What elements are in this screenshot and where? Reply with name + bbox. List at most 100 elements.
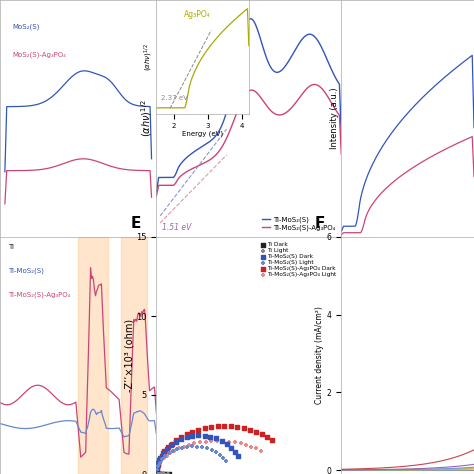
Legend: Ti Dark, Ti Light, Ti-MoS₂(S) Dark, Ti-MoS₂(S) Light, Ti-MoS₂(S)-Ag₃PO₄ Dark, Ti: Ti Dark, Ti Light, Ti-MoS₂(S) Dark, Ti-M… bbox=[258, 240, 338, 280]
Ti-MoS₂(S)-Ag₃PO₄ Light bbox=[180, 443, 187, 450]
Ti-MoS₂(S) Light bbox=[153, 470, 160, 474]
Ti-MoS₂(S)-Ag₃PO₄ Dark bbox=[252, 428, 260, 436]
Bar bbox=[121, 237, 146, 474]
Ti-MoS₂(S)-Ag₃PO₄ Dark bbox=[173, 437, 180, 444]
Ti-MoS₂(S)-Ag₃PO₄ Dark bbox=[268, 437, 276, 444]
Ti-MoS₂(S) Dark bbox=[167, 441, 174, 449]
Ti-MoS₂(S)-Ag₃PO₄ Dark bbox=[155, 456, 163, 464]
Ti-MoS₂(S) Dark bbox=[156, 455, 164, 462]
Ti-MoS₂(S) Dark bbox=[155, 459, 162, 467]
Ti-MoS₂(S)-Ag₃PO₄ bbox=[243, 91, 248, 97]
Ti-MoS₂(S)-Ag₃PO₄ bbox=[338, 151, 344, 157]
Ti-MoS₂(S)-Ag₃PO₄ Dark bbox=[164, 444, 172, 451]
Ti-MoS₂(S)-Ag₃PO₄ Dark bbox=[258, 430, 265, 438]
Ti Light bbox=[155, 470, 163, 474]
Ti-MoS₂(S) Light bbox=[183, 443, 191, 450]
Ti-MoS₂(S)-Ag₃PO₄ Light bbox=[231, 438, 239, 446]
Ti-MoS₂(S)-Ag₃PO₄ Light bbox=[257, 447, 264, 455]
Y-axis label: $(\alpha h\nu)^{1/2}$: $(\alpha h\nu)^{1/2}$ bbox=[139, 100, 154, 137]
Ti-MoS₂(S)-Ag₃PO₄ Light bbox=[185, 441, 192, 449]
Ti-MoS₂(S)-Ag₃PO₄ bbox=[312, 82, 318, 87]
Ti-MoS₂(S)-Ag₃PO₄ Dark bbox=[207, 423, 215, 431]
Ti Dark bbox=[157, 470, 164, 474]
Ti-MoS₂(S) Light bbox=[212, 449, 220, 456]
Ti Dark bbox=[161, 470, 169, 474]
Ti-MoS₂(S)-Ag₃PO₄ bbox=[254, 90, 259, 95]
Ti-MoS₂(S) Dark bbox=[201, 432, 209, 439]
Ti-MoS₂(S)-Ag₃PO₄ Light bbox=[208, 438, 215, 445]
Ti-MoS₂(S) Dark bbox=[207, 433, 214, 440]
Ti-MoS₂(S) Dark bbox=[163, 445, 171, 453]
Ti-MoS₂(S)-Ag₃PO₄ Light bbox=[252, 445, 260, 452]
Ti Dark bbox=[153, 470, 161, 474]
Ti Dark bbox=[154, 470, 161, 474]
Ti Light bbox=[158, 470, 166, 474]
Ti-MoS₂(S)-Ag₃PO₄ Dark bbox=[194, 426, 202, 434]
Ti-MoS₂(S)-Ag₃PO₄ bbox=[264, 103, 269, 109]
Ti-MoS₂(S)-Ag₃PO₄ Light bbox=[153, 470, 160, 474]
Ti-MoS₂(S) Dark bbox=[153, 465, 161, 473]
Y-axis label: Current density (mA/cm²): Current density (mA/cm²) bbox=[315, 307, 324, 404]
Ti-MoS₂(S)-Ag₃PO₄ Dark bbox=[158, 452, 165, 459]
Text: F: F bbox=[315, 216, 325, 230]
Text: 1.51 eV: 1.51 eV bbox=[162, 223, 191, 232]
Ti Light bbox=[164, 470, 172, 474]
Ti-MoS₂(S) Dark bbox=[153, 470, 160, 474]
Ti-MoS₂(S) Dark bbox=[227, 444, 235, 451]
Ti-MoS₂(S) Light bbox=[219, 454, 227, 462]
Line: Ti-MoS₂(S): Ti-MoS₂(S) bbox=[156, 19, 341, 192]
Ti-MoS₂(S)-Ag₃PO₄ bbox=[241, 93, 247, 99]
Ti-MoS₂(S)-Ag₃PO₄ Light bbox=[247, 443, 255, 450]
Text: Ti-MoS₂(S)-Ag₃PO₄: Ti-MoS₂(S)-Ag₃PO₄ bbox=[8, 291, 70, 298]
Ti-MoS₂(S)-Ag₃PO₄ Light bbox=[190, 440, 198, 447]
Ti-MoS₂(S) Dark bbox=[195, 431, 202, 439]
Ti-MoS₂(S) Dark bbox=[189, 432, 196, 439]
Ti-MoS₂(S)-Ag₃PO₄ Dark bbox=[240, 425, 248, 432]
Ti-MoS₂(S) bbox=[254, 25, 260, 31]
Ti-MoS₂(S)-Ag₃PO₄ Dark bbox=[234, 423, 241, 431]
Ti-MoS₂(S) Light bbox=[165, 449, 173, 457]
Ti-MoS₂(S)-Ag₃PO₄ Dark bbox=[153, 465, 161, 473]
Ti-MoS₂(S) bbox=[338, 133, 344, 139]
Ti-MoS₂(S) bbox=[154, 189, 159, 195]
Ti-MoS₂(S) Light bbox=[199, 444, 206, 451]
Ti Dark bbox=[154, 470, 162, 474]
Ti-MoS₂(S)-Ag₃PO₄ Dark bbox=[264, 433, 271, 441]
Ti-MoS₂(S)-Ag₃PO₄ Light bbox=[160, 455, 167, 462]
Ti-MoS₂(S)-Ag₃PO₄ Light bbox=[237, 440, 245, 447]
Text: E: E bbox=[130, 216, 141, 230]
Ti-MoS₂(S) bbox=[305, 32, 311, 37]
Ti-MoS₂(S)-Ag₃PO₄ Light bbox=[175, 445, 182, 452]
Ti-MoS₂(S)-Ag₃PO₄ Light bbox=[226, 438, 233, 446]
Ti-MoS₂(S)-Ag₃PO₄ Light bbox=[163, 452, 171, 459]
Ti-MoS₂(S) Dark bbox=[223, 440, 230, 447]
Ti Dark bbox=[155, 470, 163, 474]
Ti-MoS₂(S)-Ag₃PO₄ Dark bbox=[227, 423, 235, 430]
Ti-MoS₂(S)-Ag₃PO₄ Dark bbox=[161, 447, 168, 455]
Ti-MoS₂(S)-Ag₃PO₄ Dark bbox=[168, 440, 175, 447]
Ti-MoS₂(S) Dark bbox=[231, 448, 238, 456]
Ti-MoS₂(S)-Ag₃PO₄ Dark bbox=[153, 470, 160, 474]
Ti-MoS₂(S)-Ag₃PO₄ Dark bbox=[177, 433, 185, 441]
Legend: Ti-MoS₂(S), Ti-MoS₂(S)-Ag₃PO₄: Ti-MoS₂(S), Ti-MoS₂(S)-Ag₃PO₄ bbox=[259, 214, 338, 234]
Ti-MoS₂(S) Light bbox=[216, 451, 224, 459]
Ti-MoS₂(S) Light bbox=[153, 466, 161, 474]
Ti-MoS₂(S)-Ag₃PO₄ Light bbox=[214, 437, 221, 445]
Ti-MoS₂(S) Light bbox=[169, 447, 177, 455]
Ti-MoS₂(S)-Ag₃PO₄ bbox=[334, 109, 340, 115]
Ti-MoS₂(S)-Ag₃PO₄ Light bbox=[171, 447, 178, 455]
Text: Ti-MoS₂(S): Ti-MoS₂(S) bbox=[8, 267, 44, 274]
Ti Dark bbox=[159, 470, 166, 474]
Ti-MoS₂(S) Dark bbox=[159, 449, 167, 457]
Ti-MoS₂(S)-Ag₃PO₄ Light bbox=[153, 467, 161, 474]
Ti-MoS₂(S)-Ag₃PO₄ Dark bbox=[214, 423, 221, 430]
Ti-MoS₂(S) Dark bbox=[234, 453, 242, 460]
Ti-MoS₂(S)-Ag₃PO₄ Dark bbox=[201, 425, 208, 432]
Ti-MoS₂(S)-Ag₃PO₄ bbox=[154, 193, 159, 199]
Ti Light bbox=[161, 470, 168, 474]
Ti-MoS₂(S)-Ag₃PO₄ Light bbox=[202, 438, 210, 446]
Ti-MoS₂(S)-Ag₃PO₄ Light bbox=[157, 457, 165, 465]
Text: MoS₂(S): MoS₂(S) bbox=[12, 23, 40, 30]
Ti Light bbox=[155, 470, 162, 474]
Ti-MoS₂(S) Light bbox=[173, 445, 181, 453]
